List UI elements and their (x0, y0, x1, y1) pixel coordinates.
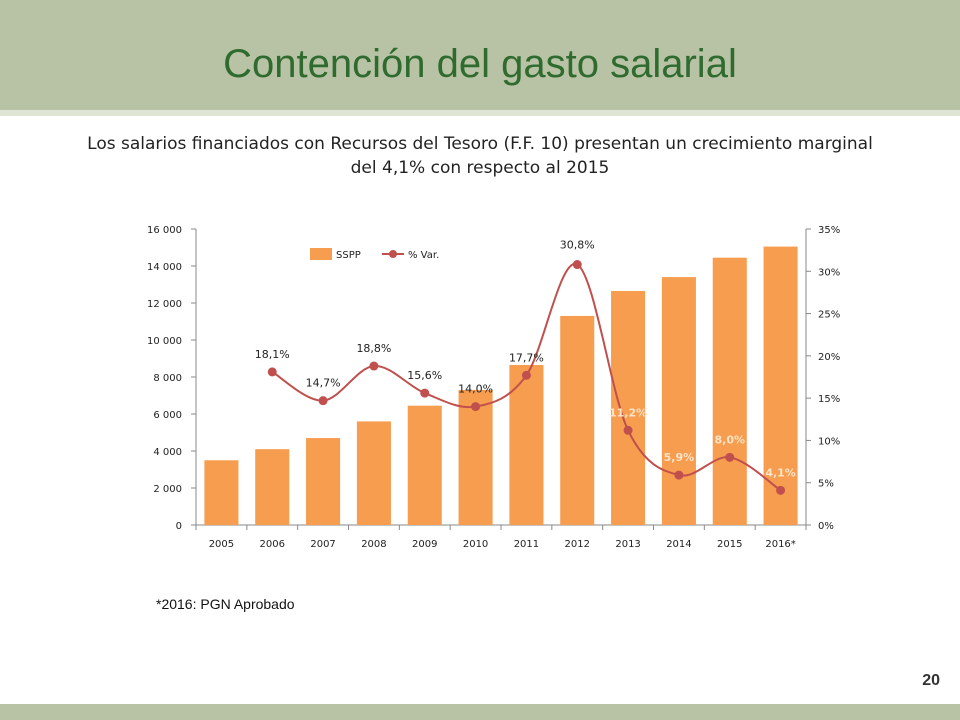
line-data-label: 18,1% (255, 348, 290, 361)
line-point-2011 (521, 370, 531, 380)
x-tick-label: 2013 (615, 539, 640, 550)
line-point-2013 (623, 425, 633, 435)
bar-2007 (306, 438, 341, 525)
x-tick-label: 2010 (463, 539, 488, 550)
y-left-tick-label: 0 (176, 521, 182, 532)
line-data-label: 17,7% (509, 351, 544, 364)
y-right-tick-label: 15% (818, 394, 840, 405)
y-right-tick-label: 35% (818, 225, 840, 236)
series-line-var (271, 263, 782, 492)
line-point-2010 (471, 402, 481, 412)
slide-title: Contención del gasto salarial (223, 42, 737, 86)
line-point-2016* (776, 485, 786, 495)
header-band (0, 0, 960, 110)
line-data-label: 5,9% (664, 451, 695, 464)
x-tick-label: 2011 (514, 539, 539, 550)
line-data-label: 30,8% (560, 239, 595, 252)
y-left-tick-label: 4 000 (153, 447, 182, 458)
y-left-tick-label: 14 000 (147, 262, 182, 273)
page-number: 20 (922, 672, 940, 689)
bar-2010 (458, 389, 493, 525)
footnote: *2016: PGN Aprobado (156, 596, 295, 612)
x-tick-label: 2015 (717, 539, 742, 550)
line-data-label: 11,2% (609, 406, 647, 419)
line-data-label: 4,1% (765, 466, 796, 479)
line-data-label: 18,8% (356, 342, 391, 355)
x-tick-label: 2012 (565, 539, 590, 550)
y-right-tick-label: 20% (818, 352, 840, 363)
bar-2014 (661, 277, 696, 525)
line-point-2012 (572, 260, 582, 270)
bar-2016* (763, 246, 798, 525)
bar-2013 (611, 290, 646, 525)
y-right-tick-label: 5% (818, 479, 834, 490)
legend-label-var: % Var. (408, 250, 439, 261)
x-tick-label: 2007 (310, 539, 335, 550)
x-tick-label: 2008 (361, 539, 386, 550)
y-right-tick-label: 0% (818, 521, 834, 532)
x-tick-label: 2006 (260, 539, 285, 550)
y-left-tick-label: 6 000 (153, 410, 182, 421)
footer-band (0, 704, 960, 720)
legend-swatch-sspp (310, 248, 332, 260)
line-data-label: 15,6% (407, 369, 442, 382)
x-tick-label: 2016* (765, 539, 795, 550)
bar-2012 (560, 315, 595, 525)
y-left-tick-label: 10 000 (147, 336, 182, 347)
header-divider (0, 110, 960, 116)
line-point-2015 (725, 452, 735, 462)
y-left-tick-label: 2 000 (153, 484, 182, 495)
bar-2006 (255, 449, 290, 525)
legend-marker-var (389, 250, 397, 258)
line-data-label: 8,0% (714, 433, 745, 446)
line-data-label: 14,0% (458, 383, 493, 396)
y-left-tick-label: 12 000 (147, 299, 182, 310)
x-tick-label: 2014 (666, 539, 691, 550)
slide-subtitle: Los salarios financiados con Recursos de… (87, 134, 873, 178)
line-point-2009 (420, 388, 430, 398)
line-point-2014 (674, 470, 684, 480)
y-left-tick-label: 8 000 (153, 373, 182, 384)
y-left-tick-label: 16 000 (147, 225, 182, 236)
legend-label-sspp: SSPP (336, 250, 361, 261)
line-point-2007 (318, 396, 328, 406)
x-tick-label: 2005 (209, 539, 234, 550)
y-right-tick-label: 10% (818, 436, 840, 447)
y-right-tick-label: 25% (818, 310, 840, 321)
bar-2008 (356, 421, 391, 525)
y-right-tick-label: 30% (818, 267, 840, 278)
x-tick-label: 2009 (412, 539, 437, 550)
bar-2011 (509, 364, 544, 525)
line-point-2008 (369, 361, 379, 371)
bar-2009 (407, 405, 442, 525)
bar-2015 (712, 257, 747, 525)
line-data-label: 14,7% (306, 377, 341, 390)
line-point-2006 (267, 367, 277, 377)
bar-2005 (204, 460, 239, 525)
